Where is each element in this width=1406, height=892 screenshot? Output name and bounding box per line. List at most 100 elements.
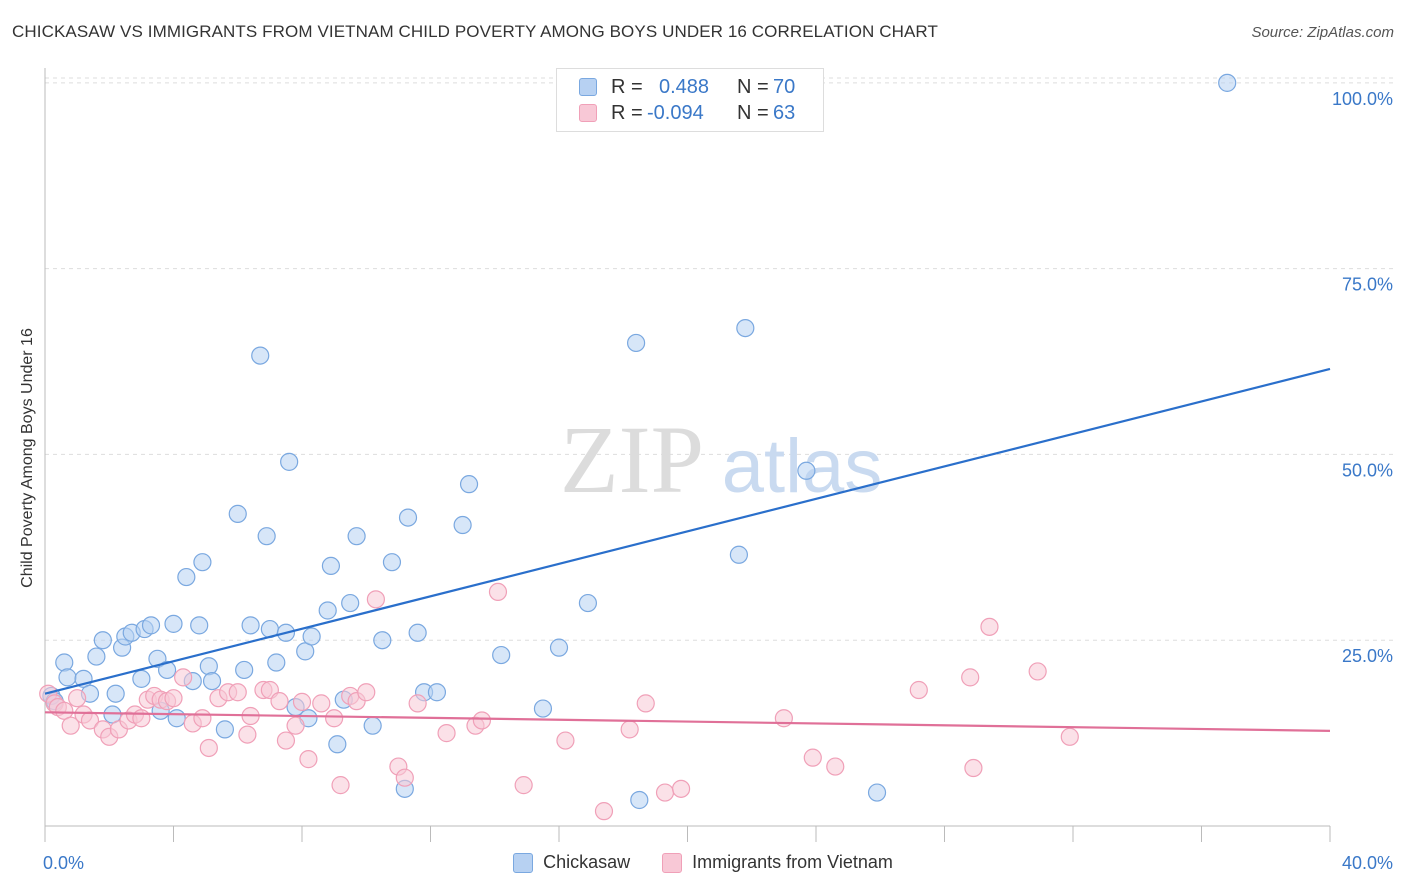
- trend-line-vietnam: [44, 711, 1331, 732]
- data-point: [292, 692, 312, 711]
- data-point: [363, 716, 382, 735]
- legend-row-chickasaw: R = 0.488 N = 70: [579, 75, 795, 99]
- data-point: [280, 452, 299, 471]
- data-point: [238, 725, 257, 744]
- series-vietnam: [39, 582, 1079, 821]
- y-tick-label: 50.0%: [1342, 460, 1393, 480]
- data-point: [251, 346, 270, 365]
- data-point: [132, 669, 151, 688]
- legend-swatch-vietnam: [579, 104, 597, 122]
- data-point: [366, 590, 385, 609]
- data-point: [299, 750, 318, 769]
- data-point: [164, 689, 183, 708]
- data-point: [1028, 662, 1047, 681]
- chart-title: CHICKASAW VS IMMIGRANTS FROM VIETNAM CHI…: [12, 22, 938, 41]
- y-tick-label: 25.0%: [1342, 646, 1393, 666]
- data-point: [459, 475, 479, 494]
- series-legend-chickasaw[interactable]: Chickasaw: [513, 852, 630, 873]
- data-point: [321, 556, 341, 576]
- trend-line-chickasaw: [44, 367, 1331, 695]
- series-label-chickasaw: Chickasaw: [543, 852, 631, 872]
- data-point: [408, 694, 427, 713]
- gridlines: [45, 77, 1393, 641]
- data-point: [190, 616, 209, 635]
- legend-r-value-chickasaw: 0.488: [659, 75, 710, 98]
- data-point: [68, 689, 87, 708]
- data-point: [382, 553, 402, 572]
- data-point: [964, 758, 983, 778]
- watermark-zip: ZIP: [560, 406, 704, 513]
- data-point: [961, 668, 980, 687]
- series-swatch-vietnam: [662, 852, 683, 873]
- data-point: [257, 527, 276, 546]
- data-point: [488, 582, 508, 602]
- data-point: [549, 638, 569, 657]
- data-point: [167, 709, 186, 728]
- data-point: [106, 684, 125, 703]
- data-point: [270, 692, 289, 711]
- chart-source: Source: ZipAtlas.com: [1251, 24, 1394, 41]
- legend-n-value-vietnam: 63: [773, 101, 796, 124]
- data-point: [347, 527, 366, 546]
- data-point: [177, 567, 196, 587]
- data-point: [199, 738, 218, 758]
- data-points: [39, 73, 1237, 821]
- data-point: [453, 515, 472, 535]
- data-point: [302, 627, 321, 646]
- data-point: [357, 683, 376, 702]
- data-point: [193, 709, 212, 728]
- data-point: [630, 790, 649, 810]
- data-point: [55, 653, 74, 672]
- series-legend-vietnam[interactable]: Immigrants from Vietnam: [662, 852, 893, 873]
- data-point: [980, 617, 999, 636]
- data-point: [132, 709, 151, 728]
- data-point: [803, 748, 822, 767]
- legend-n-label: N =: [737, 101, 769, 124]
- data-point: [578, 593, 598, 613]
- data-point: [202, 671, 222, 691]
- data-point: [87, 647, 106, 666]
- data-point: [671, 779, 691, 798]
- data-point: [594, 802, 614, 821]
- data-point: [157, 660, 177, 680]
- legend-r-value-vietnam: -0.094: [647, 101, 704, 124]
- series-swatch-chickasaw: [513, 852, 534, 873]
- data-point: [164, 614, 183, 633]
- data-point: [276, 731, 296, 750]
- data-point: [193, 553, 212, 572]
- data-point: [318, 601, 337, 620]
- data-point: [826, 757, 845, 776]
- y-tick-label: 100.0%: [1332, 89, 1393, 109]
- legend-n-value-chickasaw: 70: [773, 75, 796, 98]
- data-point: [235, 660, 254, 680]
- data-point: [228, 683, 247, 702]
- data-point: [797, 461, 816, 480]
- series-legend: Chickasaw Immigrants from Vietnam: [0, 852, 1406, 873]
- data-point: [341, 593, 360, 613]
- data-point: [312, 694, 331, 713]
- legend-n-label: N =: [737, 75, 769, 98]
- data-point: [556, 731, 575, 750]
- data-point: [909, 680, 928, 700]
- data-point: [93, 631, 112, 650]
- data-point: [427, 683, 447, 702]
- data-point: [626, 333, 646, 353]
- legend-row-vietnam: R = -0.094 N = 63: [579, 101, 795, 125]
- data-point: [199, 657, 218, 676]
- x-tick-label-max: 40.0%: [1342, 853, 1393, 873]
- data-point: [736, 318, 755, 338]
- data-point: [241, 616, 260, 635]
- data-point: [437, 724, 456, 743]
- data-point: [174, 668, 193, 687]
- series-label-vietnam: Immigrants from Vietnam: [692, 852, 893, 872]
- trend-lines: [44, 367, 1331, 732]
- data-point: [286, 716, 305, 735]
- data-point: [408, 623, 427, 642]
- tick-labels: 25.0% 50.0% 75.0% 100.0% 0.0% 40.0%: [43, 89, 1393, 873]
- data-point: [373, 631, 392, 650]
- data-point: [325, 709, 344, 728]
- data-point: [636, 694, 655, 713]
- data-point: [395, 768, 414, 787]
- data-point: [514, 776, 533, 795]
